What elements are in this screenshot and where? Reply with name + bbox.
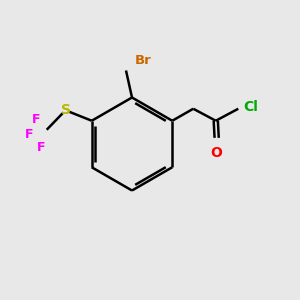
Text: Br: Br xyxy=(135,53,152,67)
Text: S: S xyxy=(61,103,71,117)
Text: F: F xyxy=(25,128,34,141)
Text: F: F xyxy=(32,113,41,126)
Text: O: O xyxy=(211,146,223,160)
Text: F: F xyxy=(37,141,45,154)
Text: Cl: Cl xyxy=(243,100,258,114)
